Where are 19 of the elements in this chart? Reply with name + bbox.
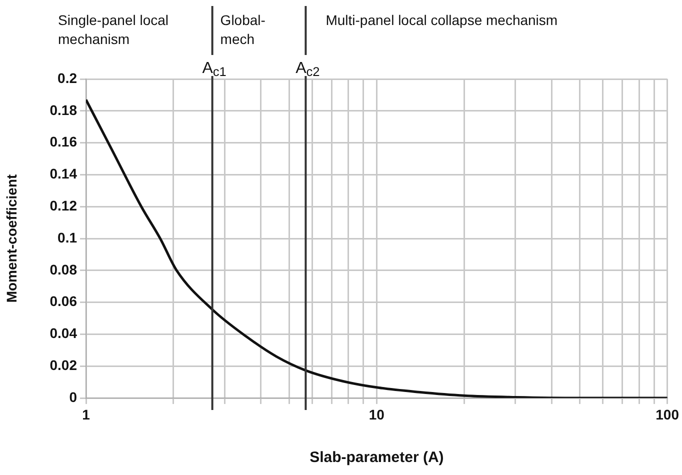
x-tick-label: 1: [82, 406, 90, 422]
y-axis-title: Moment-coefficient: [3, 174, 20, 303]
y-tick-label: 0.18: [50, 102, 78, 118]
y-tick-label: 0.1: [58, 229, 78, 246]
y-tick-label: 0.14: [50, 166, 78, 182]
y-tick-label: 0.08: [50, 261, 78, 278]
y-tick-label: 0.16: [50, 134, 78, 150]
y-tick-label: 0.2: [58, 70, 78, 86]
x-tick-label: 10: [368, 406, 385, 422]
y-tick-label: 0.02: [50, 356, 78, 373]
text: Multi-panel local collapse mechanism: [326, 12, 558, 28]
y-tick-label: 0.06: [50, 293, 78, 310]
text: Single-panel local mechanism: [58, 12, 169, 47]
y-tick-label: 0: [69, 388, 78, 405]
x-axis-title: Slab-parameter (A): [310, 449, 444, 466]
y-tick-label: 0.12: [50, 197, 78, 214]
y-tick-label: 0.04: [50, 325, 78, 342]
x-tick-label: 100: [656, 406, 680, 422]
text: Global-mech: [220, 12, 266, 47]
